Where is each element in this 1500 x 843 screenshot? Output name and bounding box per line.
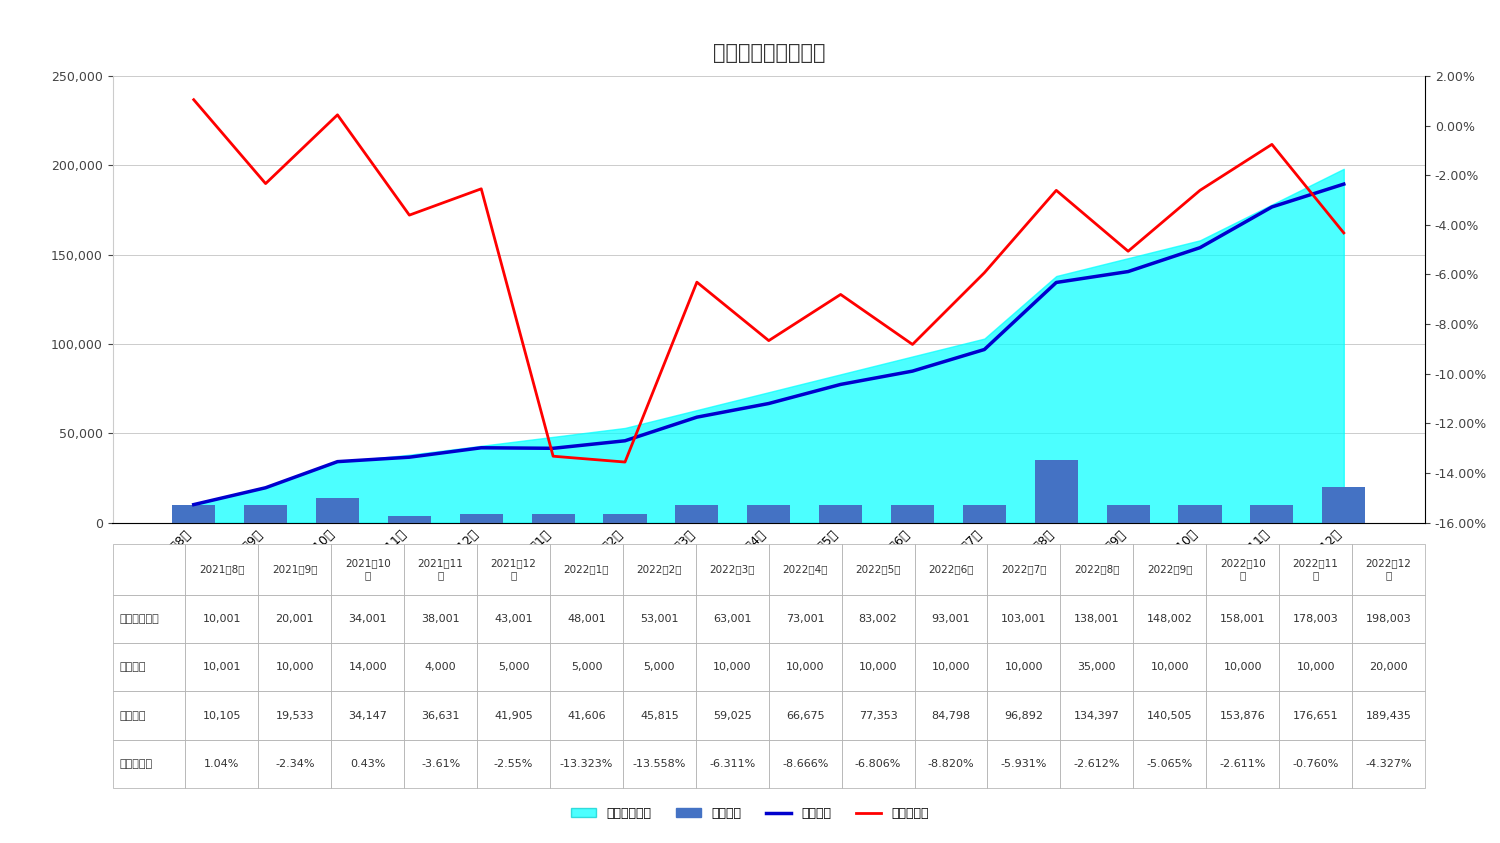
Title: ひふみ投信運用実績: ひふみ投信運用実績 [712, 43, 825, 63]
Bar [747, 505, 790, 523]
Bar [244, 505, 286, 523]
Bar [531, 513, 574, 523]
Bar [675, 505, 718, 523]
Legend: 受渡金額合計, 受渡金額, 評価金額, 評価損益率: 受渡金額合計, 受渡金額, 評価金額, 評価損益率 [567, 802, 933, 825]
Bar [388, 516, 430, 523]
Bar [316, 497, 358, 523]
Bar [891, 505, 934, 523]
Bar [1179, 505, 1221, 523]
Bar [1322, 487, 1365, 523]
Bar [963, 505, 1006, 523]
Bar [1035, 460, 1078, 523]
Bar [1107, 505, 1149, 523]
Bar [172, 505, 216, 523]
Bar [459, 513, 503, 523]
Bar [603, 513, 646, 523]
Bar [1251, 505, 1293, 523]
Bar [819, 505, 862, 523]
